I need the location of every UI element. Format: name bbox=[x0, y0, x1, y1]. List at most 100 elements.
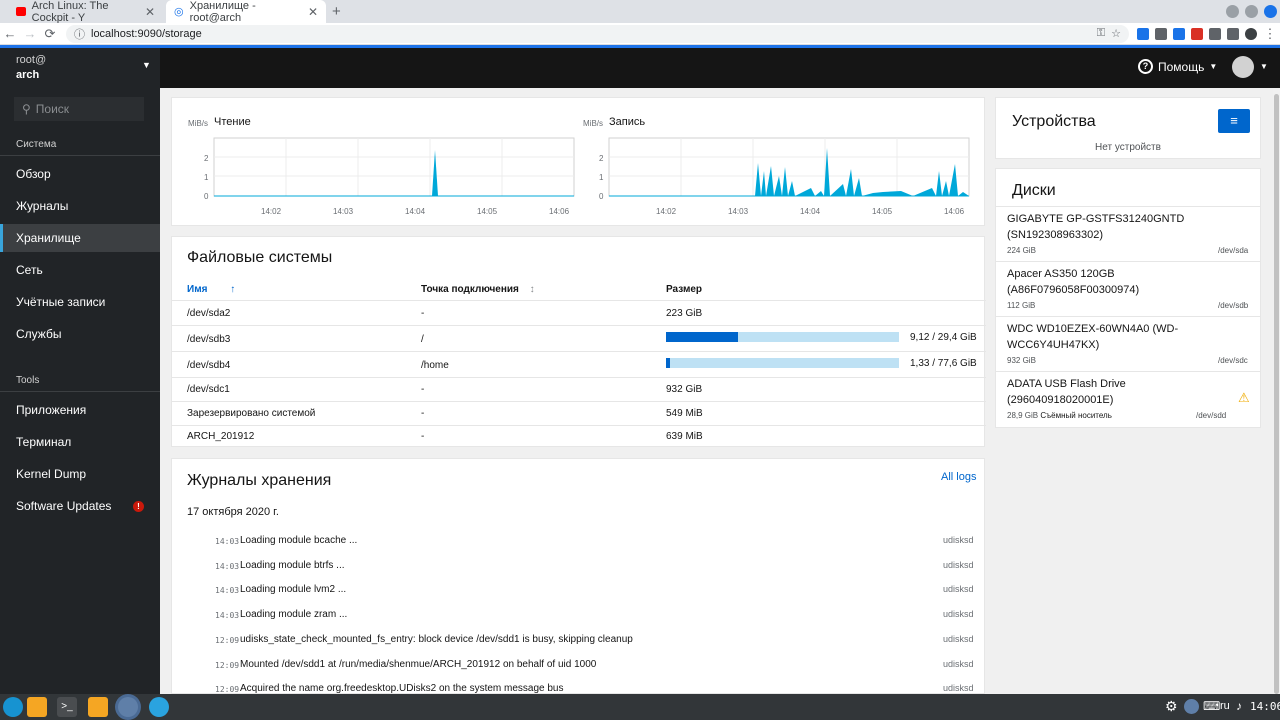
fs-mount: - bbox=[421, 408, 425, 419]
telegram-icon[interactable] bbox=[149, 697, 169, 717]
disk-item[interactable]: Apacer AS350 120GB (A86F0796058F00300974… bbox=[996, 262, 1260, 317]
table-row[interactable]: /dev/sda2 - 223 GiB bbox=[172, 301, 986, 325]
disk-dev: /dev/sdb bbox=[1218, 301, 1249, 310]
taskbar: >_ ⚙ ⌨ ru ♪ 14:06 bbox=[0, 694, 1280, 720]
devices-menu-button[interactable]: ≡ bbox=[1218, 109, 1250, 133]
sidebar-item-storage[interactable]: Хранилище bbox=[0, 224, 160, 252]
profile-icon[interactable] bbox=[1245, 27, 1257, 40]
disk-dev: /dev/sdd bbox=[1196, 411, 1227, 420]
table-row[interactable]: /dev/sdb4 /home 1,33 / 77,6 GiB bbox=[172, 352, 986, 378]
chrome-icon[interactable] bbox=[118, 697, 138, 717]
browser-tab-2[interactable]: ◎ Хранилище - root@arch ✕ bbox=[166, 0, 326, 24]
chevron-down-icon[interactable]: ▼ bbox=[142, 60, 151, 70]
cockpit-icon: ◎ bbox=[174, 6, 184, 18]
log-entry[interactable]: 14:03 Loading module btrfs ... udisksd bbox=[172, 559, 984, 579]
puzzle-icon[interactable] bbox=[1227, 27, 1239, 40]
back-icon[interactable]: ← bbox=[3, 26, 17, 41]
caret-down-icon[interactable]: ▼ bbox=[1260, 62, 1268, 71]
log-entry[interactable]: 12:09 Mounted /dev/sdd1 at /run/media/she… bbox=[172, 658, 984, 678]
log-time: 14:03 bbox=[215, 586, 240, 596]
tab-title: Arch Linux: The Cockpit - Y bbox=[31, 0, 109, 24]
main-area: MiB/s Чтение 2 1 0 14:02 14:03 14:04 14:… bbox=[160, 88, 1275, 694]
disks-title: Диски bbox=[1012, 182, 1056, 199]
sidebar-item-kernel-dump[interactable]: Kernel Dump bbox=[16, 467, 87, 481]
log-time: 12:09 bbox=[215, 635, 240, 645]
disk-size: 28,9 GiB bbox=[1007, 411, 1039, 420]
close-icon[interactable]: ✕ bbox=[307, 4, 318, 19]
help-menu[interactable]: ? Помощь ▼ bbox=[1138, 59, 1217, 74]
search-input[interactable]: ⚲ Поиск bbox=[14, 97, 144, 121]
column-header-mount[interactable]: Точка подключения ↕ bbox=[421, 284, 535, 295]
log-source: udisksd bbox=[943, 535, 974, 545]
files-icon[interactable] bbox=[27, 697, 47, 717]
host-name[interactable]: arch bbox=[16, 69, 40, 81]
disk-item[interactable]: GIGABYTE GP-GSTFS31240GNTD (SN1923089633… bbox=[996, 207, 1260, 262]
maximize-button[interactable] bbox=[1245, 5, 1258, 18]
sidebar-item-label: Software Updates bbox=[16, 499, 112, 513]
folder-icon[interactable] bbox=[88, 697, 108, 717]
sidebar-nav: Система Обзор Журналы Хранилище Сеть Учё… bbox=[0, 48, 160, 694]
menu-icon[interactable]: ⋮ bbox=[1263, 25, 1277, 41]
sidebar-item-network[interactable]: Сеть bbox=[16, 263, 43, 277]
usage-bar bbox=[666, 332, 899, 342]
usage-bar bbox=[666, 358, 899, 368]
log-entry[interactable]: 14:03 Loading module lvm2 ... udisksd bbox=[172, 583, 984, 603]
network-icon[interactable] bbox=[1184, 699, 1199, 714]
log-source: udisksd bbox=[943, 658, 974, 669]
terminal-icon[interactable]: >_ bbox=[57, 697, 77, 717]
minimize-button[interactable] bbox=[1226, 5, 1239, 18]
column-header-size: Размер bbox=[666, 284, 703, 295]
log-entry[interactable]: 12:09 udisks_state_check_mounted_fs_entry… bbox=[172, 633, 984, 653]
table-row[interactable]: /dev/sdc1 - 932 GiB bbox=[172, 378, 986, 402]
volume-icon[interactable]: ♪ bbox=[1236, 699, 1242, 713]
new-tab-button[interactable]: + bbox=[332, 3, 341, 20]
x-tick: 14:03 bbox=[333, 207, 354, 216]
extension-icon[interactable] bbox=[1173, 27, 1185, 40]
x-tick: 14:04 bbox=[800, 207, 821, 216]
sidebar-item-accounts[interactable]: Учётные записи bbox=[16, 295, 106, 309]
disk-item[interactable]: ADATA USB Flash Drive (296040918020001E)… bbox=[996, 372, 1260, 427]
extension-icon[interactable] bbox=[1191, 27, 1203, 40]
table-row[interactable]: /dev/sdb3 / 9,12 / 29,4 GiB bbox=[172, 326, 986, 352]
close-window-button[interactable] bbox=[1264, 5, 1277, 18]
warning-icon[interactable]: ⚠ bbox=[1238, 390, 1250, 405]
arch-menu-icon[interactable] bbox=[3, 697, 23, 717]
scrollbar[interactable] bbox=[1273, 88, 1280, 694]
extension-icon[interactable] bbox=[1155, 27, 1167, 40]
table-row[interactable]: ARCH_201912 - 639 MiB bbox=[172, 426, 986, 448]
disk-item[interactable]: WDC WD10EZEX-60WN4A0 (WD- WCC6Y4UH47KX) … bbox=[996, 317, 1260, 372]
reload-icon[interactable]: ⟳ bbox=[44, 25, 56, 41]
url-field[interactable]: ⓘ localhost:9090/storage ⚿ ☆ bbox=[66, 24, 1129, 43]
star-icon[interactable]: ☆ bbox=[1111, 28, 1121, 40]
forward-icon[interactable]: → bbox=[23, 26, 37, 41]
key-icon[interactable]: ⚿ bbox=[1096, 27, 1106, 39]
table-row[interactable]: Зарезервировано системой - 549 MiB bbox=[172, 402, 986, 426]
sidebar-item-software-updates[interactable]: Software Updates ! bbox=[0, 492, 160, 520]
log-source: udisksd bbox=[943, 584, 974, 595]
log-entry[interactable]: 12:09 Acquired the name org.freedesktop.U… bbox=[172, 682, 984, 693]
sidebar-item-apps[interactable]: Приложения bbox=[16, 403, 87, 417]
sidebar-item-terminal[interactable]: Терминал bbox=[16, 435, 72, 449]
translate-icon[interactable] bbox=[1137, 27, 1149, 40]
log-message: Loading module btrfs ... bbox=[240, 559, 345, 571]
settings-icon[interactable]: ⚙ bbox=[1165, 698, 1178, 714]
sidebar-item-services[interactable]: Службы bbox=[16, 327, 62, 341]
close-icon[interactable]: ✕ bbox=[144, 4, 155, 19]
lang-indicator[interactable]: ru bbox=[1220, 700, 1230, 712]
log-entry[interactable]: 14:03 Loading module zram ... udisksd bbox=[172, 608, 984, 628]
avatar[interactable] bbox=[1232, 56, 1254, 78]
log-entry[interactable]: 14:03 Loading module bcache ... udisksd bbox=[172, 534, 984, 554]
keyboard-icon[interactable]: ⌨ bbox=[1203, 699, 1221, 713]
sidebar-item-logs[interactable]: Журналы bbox=[16, 199, 69, 213]
all-logs-link[interactable]: All logs bbox=[941, 471, 977, 483]
sidebar-item-overview[interactable]: Обзор bbox=[16, 167, 51, 181]
disk-size-row: 28,9 GiB Съёмный носитель bbox=[1007, 411, 1112, 420]
disk-name: WDC WD10EZEX-60WN4A0 (WD- bbox=[1007, 323, 1179, 335]
extension-icon[interactable] bbox=[1209, 27, 1221, 40]
x-tick: 14:05 bbox=[872, 207, 893, 216]
fs-size: 932 GiB bbox=[666, 384, 703, 395]
x-tick: 14:04 bbox=[405, 207, 426, 216]
column-header-name[interactable]: Имя ↑ bbox=[187, 284, 236, 295]
filesystems-title: Файловые системы bbox=[187, 249, 333, 266]
browser-tab-1[interactable]: Arch Linux: The Cockpit - Y ✕ bbox=[8, 0, 163, 24]
